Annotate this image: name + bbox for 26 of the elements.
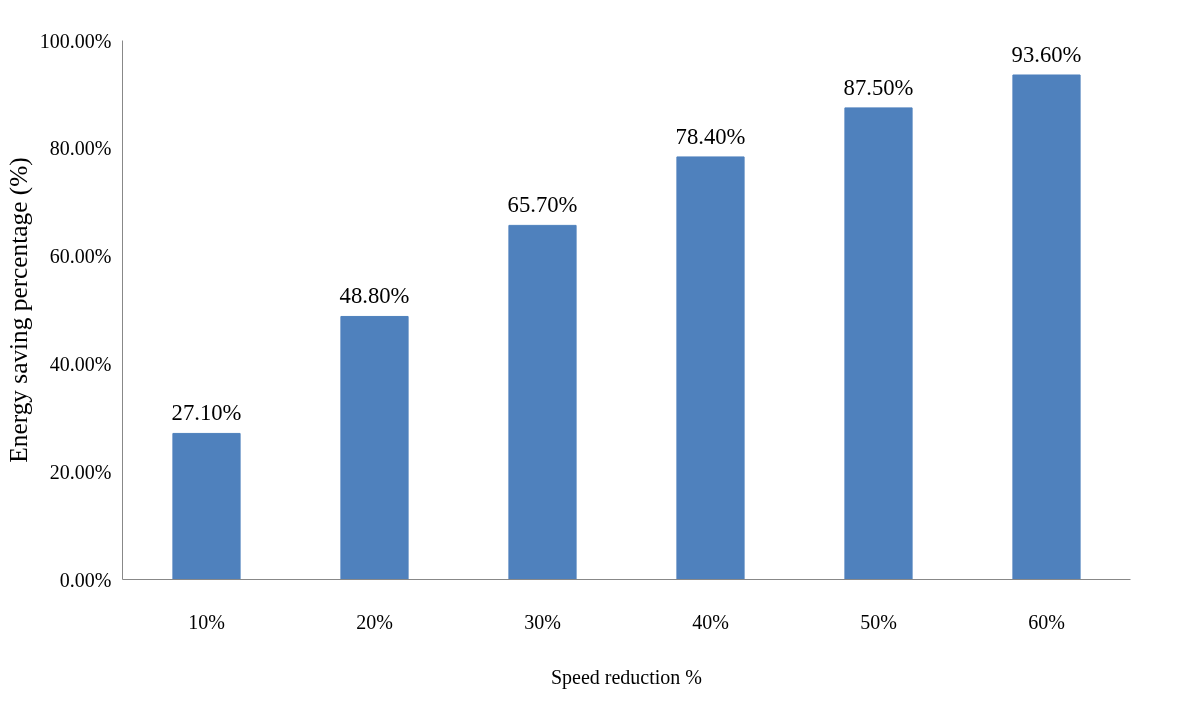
y-tick-label: 0.00% <box>59 568 112 591</box>
bar <box>1012 74 1081 580</box>
x-tick-label: 40% <box>692 610 729 633</box>
x-tick-label: 20% <box>356 610 393 633</box>
y-tick-label: 40.00% <box>49 352 112 375</box>
x-axis-title: Speed reduction % <box>550 665 703 689</box>
data-label: 93.60% <box>1011 42 1082 67</box>
y-tick-label: 60.00% <box>49 245 112 268</box>
data-label: 48.80% <box>339 283 410 309</box>
x-tick-label: 60% <box>1028 610 1065 633</box>
y-axis-title: Energy saving percentage (%) <box>3 157 33 463</box>
data-label: 27.10% <box>171 400 242 426</box>
y-tick-label: 20.00% <box>49 460 112 483</box>
bar <box>172 432 241 580</box>
x-tick-label: 50% <box>860 610 897 633</box>
bar <box>340 315 409 580</box>
data-label: 87.50% <box>843 74 914 100</box>
y-tick-label: 100.00% <box>39 29 112 52</box>
x-tick-label: 30% <box>524 610 561 633</box>
bar <box>508 224 577 580</box>
x-tick-label: 10% <box>188 610 225 633</box>
data-label: 78.40% <box>675 123 746 149</box>
y-tick-label: 80.00% <box>49 137 112 160</box>
data-label: 65.70% <box>507 192 578 218</box>
bar <box>844 107 913 580</box>
bar <box>676 156 745 580</box>
